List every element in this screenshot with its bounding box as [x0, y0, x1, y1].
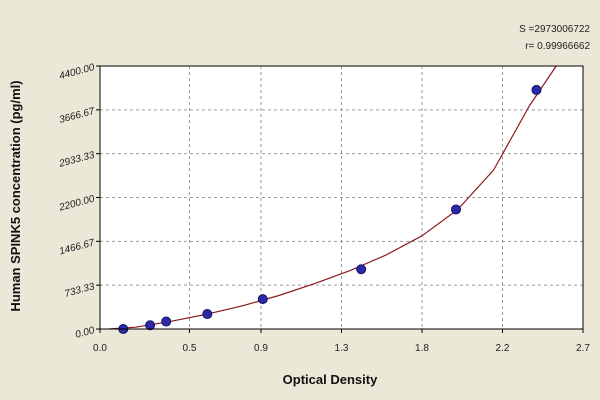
- plot-frame: [99, 65, 584, 330]
- stat-s-value: S =2973006722: [519, 24, 590, 35]
- y-tick-label: 1466.67: [58, 237, 96, 257]
- x-tick-label: 0.0: [93, 343, 107, 354]
- stat-r-value: r= 0.99966662: [525, 41, 590, 52]
- y-axis-title: Human SPINK5 concentration (pg/ml): [8, 80, 23, 311]
- x-tick-label: 0.5: [182, 343, 196, 354]
- x-tick-label: 1.8: [415, 343, 429, 354]
- y-tick-label: 0.00: [74, 325, 96, 341]
- data-point: [145, 320, 156, 331]
- y-tick-label: 2200.00: [57, 194, 96, 214]
- data-point: [161, 316, 172, 327]
- x-tick-label: 2.7: [576, 343, 590, 354]
- y-tick-label: 2933.33: [57, 150, 96, 170]
- x-axis-ticks: 0.0 0.5 0.9 1.3 1.8 2.2 2.7: [93, 329, 590, 354]
- data-points: [118, 84, 542, 334]
- y-tick-label: 3666.67: [58, 106, 96, 126]
- data-point: [531, 84, 542, 95]
- data-point: [450, 204, 461, 215]
- x-tick-label: 0.9: [254, 343, 268, 354]
- data-point: [257, 294, 268, 305]
- x-tick-label: 2.2: [496, 343, 510, 354]
- x-axis-title: Optical Density: [283, 372, 378, 387]
- y-axis-ticks: 0.00 733.33 1466.67 2200.00 2933.33 3666.67 44…: [57, 62, 100, 341]
- data-point: [202, 309, 213, 320]
- fit-curve: [108, 65, 557, 330]
- data-point: [356, 264, 367, 275]
- y-tick-label: 733.33: [63, 281, 96, 300]
- x-tick-label: 1.3: [335, 343, 349, 354]
- y-tick-label: 4400.00: [58, 62, 96, 82]
